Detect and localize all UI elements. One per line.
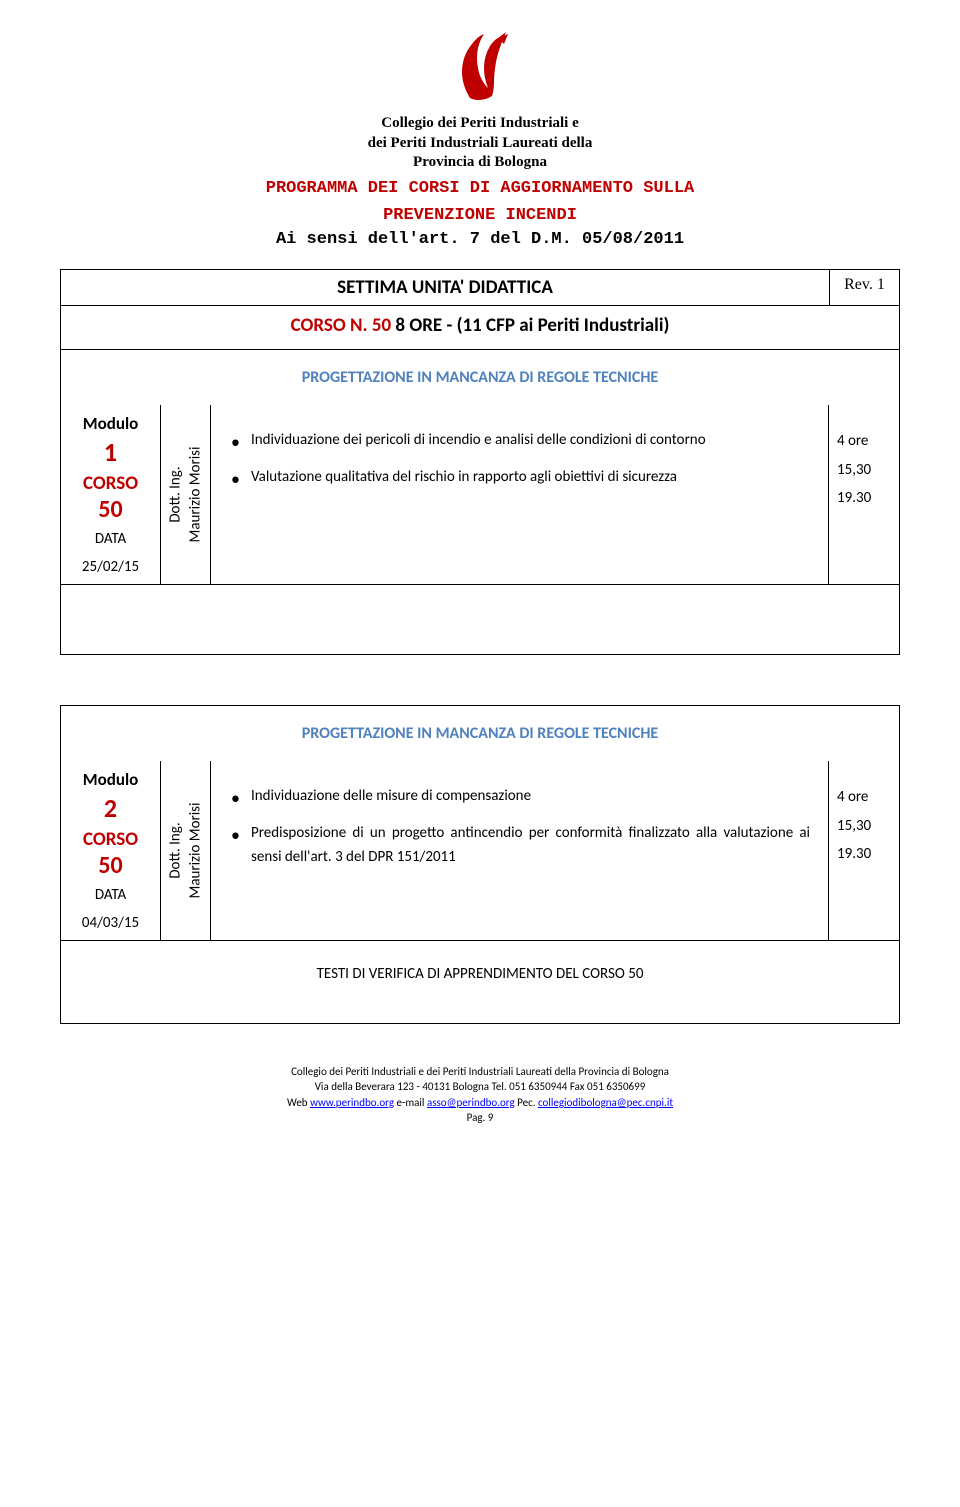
module-1-meta: Modulo 1 CORSO 50 DATA 25/02/15 (61, 405, 161, 584)
verification-text: TESTI DI VERIFICA DI APPRENDIMENTO DEL C… (60, 941, 900, 1024)
course-hours: 8 ORE - (11 CFP ai Periti Industriali) (391, 314, 669, 337)
footer-pec-link[interactable]: collegiodibologna@pec.cnpi.it (538, 1096, 673, 1109)
law-reference: Ai sensi dell'art. 7 del D.M. 05/08/2011 (60, 230, 900, 249)
module-1-schedule: 4 ore 15,30 19.30 (829, 405, 899, 584)
footer-pec-label: Pec. (515, 1096, 538, 1109)
module-1-bullet-2: Valutazione qualitativa del rischio in r… (251, 466, 810, 489)
program-title-2: PREVENZIONE INCENDI (60, 204, 900, 228)
instructor-title: Dott. Ing. (166, 822, 184, 878)
footer-page-number: Pag. 9 (60, 1110, 900, 1125)
module-number: 1 (65, 436, 156, 468)
course-number: CORSO N. 50 (291, 314, 392, 337)
org-name-2: dei Periti Industriali Laureati della (60, 134, 900, 154)
document-header: Collegio dei Periti Industriali e dei Pe… (60, 30, 900, 249)
revision-number: Rev. 1 (830, 269, 900, 306)
module-corso-num: 50 (65, 851, 156, 880)
module-2-meta: Modulo 2 CORSO 50 DATA 04/03/15 (61, 761, 161, 940)
module-data-label: DATA (65, 530, 156, 548)
instructor-name: Maurizio Morisi (186, 803, 204, 899)
unit-title: SETTIMA UNITA' DIDATTICA (60, 269, 830, 306)
footer-email-label: e-mail (394, 1096, 427, 1109)
module-number: 2 (65, 792, 156, 824)
module-label: Modulo (65, 769, 156, 790)
footer-web-link[interactable]: www.perindbo.org (310, 1096, 394, 1109)
module-1-bullet-1: Individuazione dei pericoli di incendio … (251, 429, 810, 452)
module-2-bullet-1: Individuazione delle misure di compensaz… (251, 785, 810, 808)
footer-line-3: Web www.perindbo.org e-mail asso@perindb… (60, 1095, 900, 1110)
module-corso: CORSO (65, 472, 156, 495)
footer-line-1: Collegio dei Periti Industriali e dei Pe… (60, 1064, 900, 1079)
document-page: Collegio dei Periti Industriali e dei Pe… (0, 0, 960, 1146)
module-2-bullet-2: Predisposizione di un progetto antincend… (251, 822, 810, 869)
module-1-row: Modulo 1 CORSO 50 DATA 25/02/15 Dott. In… (60, 405, 900, 585)
module-2-time-end: 19.30 (837, 840, 891, 869)
module-2-schedule: 4 ore 15,30 19.30 (829, 761, 899, 940)
org-name-1: Collegio dei Periti Industriali e (60, 114, 900, 134)
module-2-row: Modulo 2 CORSO 50 DATA 04/03/15 Dott. In… (60, 761, 900, 941)
module-1-content: Individuazione dei pericoli di incendio … (211, 405, 829, 584)
module-2-instructor: Dott. Ing. Maurizio Morisi (161, 761, 211, 940)
module-date: 04/03/15 (65, 914, 156, 932)
instructor-name: Maurizio Morisi (186, 447, 204, 543)
footer-web-label: Web (287, 1096, 310, 1109)
module-1-instructor: Dott. Ing. Maurizio Morisi (161, 405, 211, 584)
module-date: 25/02/15 (65, 558, 156, 576)
unit-row: SETTIMA UNITA' DIDATTICA Rev. 1 (60, 269, 900, 306)
module-2-content: Individuazione delle misure di compensaz… (211, 761, 829, 940)
module-1-time-end: 19.30 (837, 484, 891, 513)
module-label: Modulo (65, 413, 156, 434)
logo (60, 30, 900, 106)
section-title-2: PROGETTAZIONE IN MANCANZA DI REGOLE TECN… (60, 705, 900, 761)
footer-email-link[interactable]: asso@perindbo.org (427, 1096, 515, 1109)
footer-line-2: Via della Beverara 123 - 40131 Bologna T… (60, 1079, 900, 1094)
spacer-1 (60, 585, 900, 655)
module-1-hours: 4 ore (837, 427, 891, 456)
instructor-title: Dott. Ing. (166, 466, 184, 522)
program-title-1: PROGRAMMA DEI CORSI DI AGGIORNAMENTO SUL… (60, 177, 900, 201)
module-corso: CORSO (65, 828, 156, 851)
module-2-hours: 4 ore (837, 783, 891, 812)
module-corso-num: 50 (65, 495, 156, 524)
module-2-time-start: 15,30 (837, 812, 891, 841)
page-footer: Collegio dei Periti Industriali e dei Pe… (60, 1064, 900, 1126)
org-name-3: Provincia di Bologna (60, 153, 900, 173)
section-title-1: PROGETTAZIONE IN MANCANZA DI REGOLE TECN… (60, 350, 900, 405)
module-data-label: DATA (65, 886, 156, 904)
module-1-time-start: 15,30 (837, 456, 891, 485)
course-label: CORSO N. 50 8 ORE - (11 CFP ai Periti In… (60, 306, 900, 350)
gap (60, 655, 900, 705)
